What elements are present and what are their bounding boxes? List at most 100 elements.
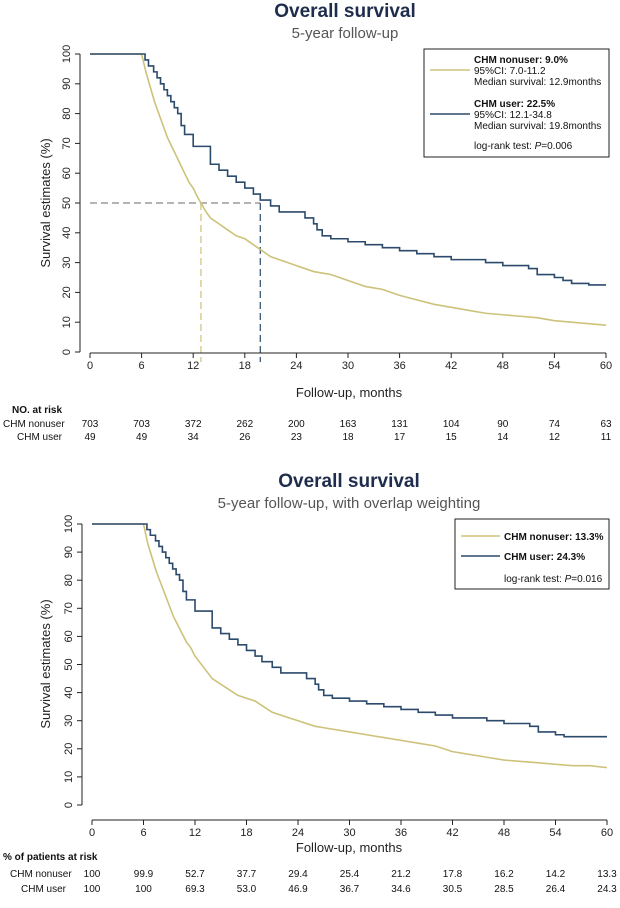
risk-value-nonuser: 37.7 <box>237 869 257 880</box>
y-tick-label: 10 <box>63 771 75 783</box>
x-tick-label: 24 <box>292 827 304 839</box>
risk-value-nonuser: 200 <box>288 419 305 430</box>
risk-value-nonuser: 17.8 <box>443 869 463 880</box>
risk-value-nonuser: 14.2 <box>546 869 566 880</box>
risk-value-user: 34 <box>188 432 200 443</box>
risk-table-header: % of patients at risk <box>3 852 98 863</box>
risk-value-nonuser: 63 <box>600 419 612 430</box>
risk-value-user: 34.6 <box>391 884 411 895</box>
y-tick-label: 30 <box>63 715 75 727</box>
risk-value-nonuser: 29.4 <box>288 869 308 880</box>
risk-row-label-nonuser: CHM nonuser <box>3 419 65 430</box>
risk-table-values: 703 703 372 262 200 163 131 104 90 74 63 49 49 34 26 23… <box>82 419 612 443</box>
risk-value-user: 18 <box>342 432 354 443</box>
x-axis-ticks: 0 6 12 18 24 30 36 42 48 54 60 <box>89 819 613 839</box>
legend-nonuser-ci: 95%CI: 7.0-11.2 <box>474 66 546 77</box>
y-tick-label: 80 <box>61 107 73 119</box>
x-axis-ticks: 0 6 12 18 24 30 36 42 48 54 60 <box>87 352 612 372</box>
risk-table-values: 100 99.9 52.7 37.7 29.4 25.4 21.2 17.8 16.2 14.2 1… <box>84 869 618 895</box>
y-tick-label: 0 <box>63 802 75 808</box>
y-tick-label: 0 <box>61 349 73 355</box>
x-tick-label: 54 <box>549 827 561 839</box>
risk-value-nonuser: 25.4 <box>340 869 360 880</box>
y-axis-ticks: 0 10 20 30 40 50 60 70 80 90 100 <box>63 515 83 808</box>
risk-row-label-nonuser: CHM nonuser <box>10 869 72 880</box>
y-tick-label: 60 <box>63 630 75 642</box>
chart-title: Overall survival <box>278 471 420 492</box>
legend-box <box>423 48 610 158</box>
y-tick-label: 80 <box>63 574 75 586</box>
y-tick-label: 90 <box>63 546 75 558</box>
legend-nonuser-title: CHM nonuser: 13.3% <box>504 532 604 543</box>
y-tick-label: 10 <box>61 316 73 328</box>
risk-value-nonuser: 262 <box>236 419 253 430</box>
x-tick-label: 54 <box>548 360 560 372</box>
risk-value-user: 100 <box>84 884 101 895</box>
x-tick-label: 48 <box>498 827 510 839</box>
y-tick-label: 60 <box>61 167 73 179</box>
x-axis-label: Follow-up, months <box>296 385 403 400</box>
risk-row-label-user: CHM user <box>21 884 67 895</box>
legend-logrank: log-rank test: P=0.006 <box>474 141 573 152</box>
chart-subtitle: 5-year follow-up <box>292 25 399 42</box>
y-tick-label: 90 <box>61 78 73 90</box>
x-tick-label: 48 <box>497 360 509 372</box>
legend: CHM nonuser: 13.3% CHM user: 24.3% log-r… <box>454 518 610 590</box>
series-line-chm-user <box>90 53 606 286</box>
legend-logrank: log-rank test: P=0.016 <box>504 574 603 585</box>
y-tick-label: 70 <box>61 137 73 149</box>
y-axis-ticks: 0 10 20 30 40 50 60 70 80 90 100 <box>61 45 81 355</box>
chart-overall-survival-weighted: Overall survival 5-year follow-up, with … <box>3 471 617 895</box>
risk-value-nonuser: 99.9 <box>134 869 154 880</box>
y-tick-label: 50 <box>63 658 75 670</box>
risk-value-user: 100 <box>135 884 152 895</box>
plot-area <box>92 523 608 769</box>
risk-value-user: 24.3 <box>597 884 617 895</box>
x-tick-label: 6 <box>139 360 145 372</box>
x-tick-label: 0 <box>87 360 93 372</box>
risk-value-user: 53.0 <box>237 884 257 895</box>
chart-subtitle: 5-year follow-up, with overlap weighting <box>218 495 481 512</box>
y-tick-label: 70 <box>63 602 75 614</box>
x-tick-label: 0 <box>89 827 95 839</box>
risk-value-user: 28.5 <box>494 884 514 895</box>
x-tick-label: 18 <box>240 827 252 839</box>
series-line-chm-nonuser <box>92 523 608 769</box>
risk-value-user: 26 <box>239 432 251 443</box>
y-axis-label: Survival estimates (%) <box>38 599 53 728</box>
plot-area <box>90 53 607 362</box>
y-tick-label: 100 <box>61 45 73 63</box>
risk-value-user: 14 <box>497 432 509 443</box>
y-tick-label: 20 <box>63 743 75 755</box>
legend-user-title: CHM user: 22.5% <box>474 99 555 110</box>
y-tick-label: 40 <box>63 686 75 698</box>
x-tick-label: 42 <box>446 827 458 839</box>
x-tick-label: 42 <box>445 360 457 372</box>
x-tick-label: 30 <box>342 360 354 372</box>
x-tick-label: 60 <box>600 360 612 372</box>
risk-value-nonuser: 52.7 <box>185 869 205 880</box>
risk-table-header: NO. at risk <box>12 405 62 416</box>
series-line-chm-nonuser <box>90 53 607 326</box>
risk-value-nonuser: 703 <box>133 419 150 430</box>
legend-user-ci: 95%CI: 12.1-34.8 <box>474 110 552 121</box>
risk-value-nonuser: 104 <box>443 419 460 430</box>
risk-value-user: 30.5 <box>443 884 463 895</box>
risk-value-nonuser: 13.3 <box>597 869 617 880</box>
risk-value-nonuser: 100 <box>84 869 101 880</box>
legend-user-median: Median survival: 19.8months <box>474 121 601 132</box>
legend-nonuser-title: CHM nonuser: 9.0% <box>474 55 568 66</box>
risk-value-nonuser: 74 <box>549 419 561 430</box>
risk-value-user: 12 <box>549 432 561 443</box>
risk-value-user: 15 <box>446 432 458 443</box>
y-tick-label: 40 <box>61 227 73 239</box>
chart-title: Overall survival <box>274 1 416 22</box>
x-tick-label: 30 <box>343 827 355 839</box>
y-tick-label: 50 <box>61 197 73 209</box>
risk-row-label-user: CHM user <box>17 432 63 443</box>
risk-value-nonuser: 372 <box>185 419 202 430</box>
risk-value-nonuser: 21.2 <box>391 869 411 880</box>
legend: CHM nonuser: 9.0% 95%CI: 7.0-11.2 Median… <box>423 48 610 158</box>
series-line-chm-user <box>92 523 607 738</box>
